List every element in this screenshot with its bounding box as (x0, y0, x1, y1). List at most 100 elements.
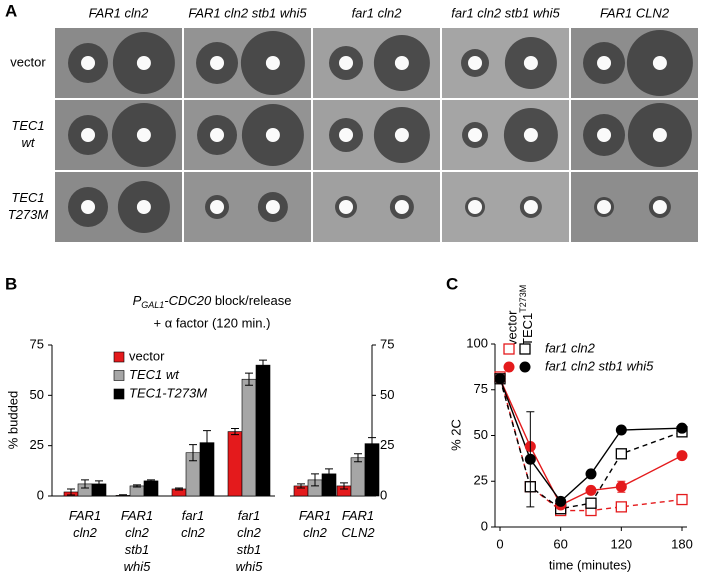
bar (143, 480, 159, 497)
disc (597, 128, 612, 142)
disc (394, 128, 409, 142)
x-axis-label: time (minutes) (549, 557, 631, 572)
legend-label: far1 cln2 stb1 whi5 (545, 358, 654, 373)
bar (364, 443, 380, 497)
y-tick-label: 100 (466, 335, 488, 350)
x-tick-label: FAR1 cln2 (69, 508, 101, 540)
y-tick-label: 50 (474, 427, 488, 442)
column-header: far1 cln2 (352, 5, 403, 20)
x-tick-label: 0 (496, 536, 503, 551)
row-label: TEC1 wt (11, 118, 44, 150)
error-bar (340, 482, 348, 490)
y2-tick-label: 0 (380, 487, 387, 502)
disc (339, 56, 354, 70)
disc (81, 128, 96, 142)
x-tick-label: 180 (671, 536, 693, 551)
data-point (524, 453, 536, 465)
legend-label: far1 cln2 (545, 340, 596, 355)
legend-swatch (113, 351, 125, 363)
disc (81, 56, 96, 70)
x-tick-label: FAR1 cln2 (299, 508, 331, 540)
chart-title: PGAL1-CDC20 block/release (133, 293, 292, 310)
error-bar (245, 372, 253, 386)
disc (394, 56, 409, 70)
disc (468, 128, 483, 142)
error-bar (354, 453, 362, 463)
data-point (676, 422, 688, 434)
plate-photo (571, 172, 698, 242)
data-point (615, 501, 627, 513)
data-point (585, 468, 597, 480)
x-tick-label: far1 cln2 stb1 whi5 (236, 508, 264, 574)
column-header: FAR1 cln2 (89, 5, 149, 20)
y-tick-label: 25 (30, 437, 44, 452)
bar (241, 378, 257, 497)
data-point (615, 448, 627, 460)
disc (652, 200, 667, 214)
y2-tick-label: 75 (380, 336, 394, 351)
error-bar (311, 473, 319, 487)
y2-tick-label: 25 (380, 437, 394, 452)
disc (136, 56, 151, 70)
y-tick-label: 0 (37, 487, 44, 502)
disc (652, 56, 667, 70)
error-bar (95, 480, 103, 488)
panel-label: C (446, 274, 458, 293)
legend-marker (503, 361, 515, 373)
legend-column: TEC1T273M (518, 285, 535, 346)
error-bar (259, 359, 267, 371)
disc (597, 200, 612, 214)
panel-label: A (5, 1, 17, 20)
x-tick-label: 60 (553, 536, 567, 551)
disc (81, 200, 96, 214)
legend-marker (519, 361, 531, 373)
disc (652, 128, 667, 142)
column-header: far1 cln2 stb1 whi5 (451, 5, 560, 20)
disc (210, 56, 225, 70)
error-bar (175, 487, 183, 491)
data-point (615, 481, 627, 493)
disc (339, 200, 354, 214)
disc (265, 200, 280, 214)
legend-swatch (113, 388, 125, 400)
data-point (676, 493, 688, 506)
data-point (585, 484, 597, 496)
plate-photo (313, 172, 440, 242)
row-label: TEC1 T273M (8, 190, 49, 222)
error-bar (297, 483, 305, 489)
error-bar (203, 430, 211, 456)
error-bar (147, 479, 155, 483)
legend-swatch (113, 370, 125, 381)
data-point (615, 424, 627, 436)
y2-tick-label: 50 (380, 387, 394, 402)
title-part: block/release (211, 293, 291, 308)
data-point (585, 497, 597, 509)
row-label: vector (10, 54, 46, 69)
series-line (499, 378, 683, 506)
disc (210, 200, 225, 214)
y-axis-label: % budded (5, 391, 20, 450)
disc (265, 128, 280, 142)
y-tick-label: 75 (474, 381, 488, 396)
legend-text: TEC1 (520, 313, 535, 346)
x-tick-label: 120 (610, 536, 632, 551)
x-tick-label: FAR1 CLN2 (341, 508, 375, 540)
error-bar (67, 488, 75, 496)
title-part: -CDC20 (164, 293, 212, 308)
x-tick-label: FAR1 cln2 stb1 whi5 (121, 508, 153, 574)
disc (339, 128, 354, 142)
disc (136, 128, 151, 142)
disc (597, 56, 612, 70)
bar (350, 457, 366, 497)
data-point (676, 450, 688, 462)
y-tick-label: 50 (30, 387, 44, 402)
panel-label: B (5, 274, 17, 293)
error-bar (368, 437, 376, 451)
legend-label: TEC1 wt (129, 367, 180, 382)
disc (523, 200, 538, 214)
disc (523, 128, 538, 142)
plate-photo (442, 172, 569, 242)
title-part: GAL1 (141, 300, 164, 310)
y-tick-label: 0 (481, 518, 488, 533)
